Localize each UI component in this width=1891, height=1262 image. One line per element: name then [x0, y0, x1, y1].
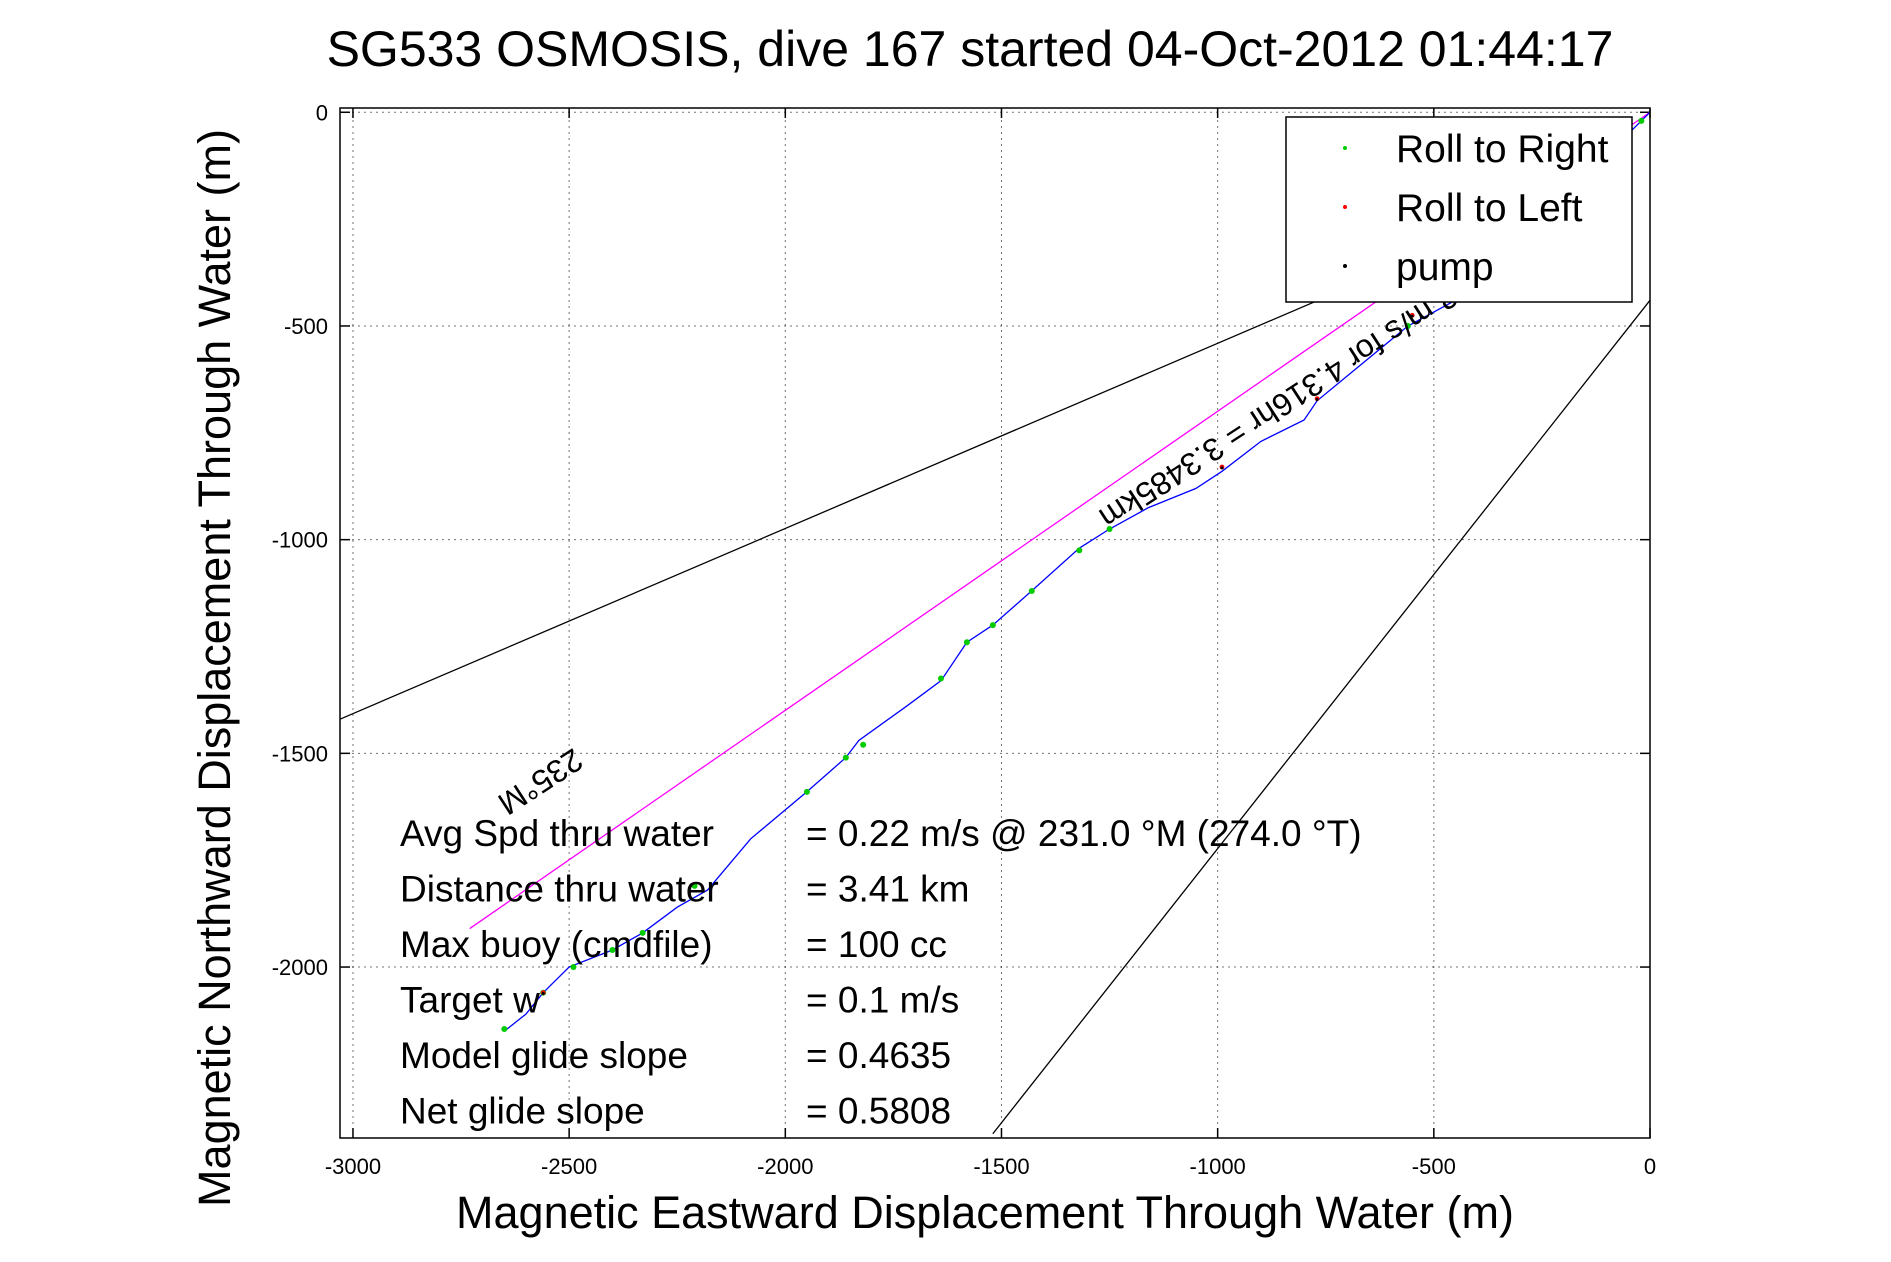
bound-lower [992, 299, 1651, 1135]
legend: Roll to Right Roll to Left pump [1285, 116, 1633, 303]
pump-point [1315, 397, 1319, 401]
stat-label: Avg Spd thru water [400, 813, 714, 854]
x-tick-label: -2500 [541, 1154, 597, 1179]
y-tick-label: -1500 [272, 741, 328, 766]
y-tick-label: -2000 [272, 955, 328, 980]
roll-right-point [1638, 117, 1645, 124]
roll-right-point [937, 675, 944, 682]
roll-right-point [570, 964, 577, 971]
legend-entries: Roll to Right Roll to Left pump [1343, 128, 1609, 289]
stat-value: = 0.5808 [806, 1091, 951, 1132]
roll-right-point [609, 946, 616, 953]
roll-right-point [1028, 587, 1035, 594]
bound-upper [339, 261, 1409, 720]
plot-border [339, 107, 1651, 1139]
roll-right-point [1106, 525, 1113, 532]
stat-value: = 0.4635 [806, 1035, 951, 1076]
roll-right-point [501, 1026, 508, 1033]
pump-point [1410, 314, 1414, 318]
roll-right-point [1404, 322, 1411, 329]
axis-ticks: -3000 -2500 -2000 -1500 -1000 -500 0 0 -500 -1000… [272, 100, 1656, 1179]
y-tick-label: -1000 [272, 528, 328, 553]
stat-label: Target w [400, 980, 540, 1021]
stat-label: Net glide slope [400, 1091, 645, 1132]
x-tick-label: -500 [1412, 1154, 1456, 1179]
x-tick-label: -3000 [325, 1154, 381, 1179]
x-tick-label: -1000 [1190, 1154, 1246, 1179]
legend-label: Roll to Left [1396, 187, 1583, 230]
roll-right-point [842, 754, 849, 761]
legend-label: pump [1396, 246, 1494, 289]
pump-point [1220, 466, 1224, 470]
roll-right-point [803, 788, 810, 795]
stats-block: Avg Spd thru water = 0.22 m/s @ 231.0 °M … [400, 813, 1362, 1132]
x-tick-label: 0 [1644, 1154, 1656, 1179]
legend-marker [1343, 264, 1347, 268]
glider-track-line [503, 111, 1651, 1032]
roll-right-point [639, 929, 646, 936]
stat-value: = 3.41 km [806, 869, 970, 910]
x-tick-label: -2000 [757, 1154, 813, 1179]
stat-label: Model glide slope [400, 1035, 688, 1076]
stat-value: = 0.22 m/s @ 231.0 °M (274.0 °T) [806, 813, 1362, 854]
y-axis-label: Magnetic Northward Displacement Through … [189, 129, 240, 1207]
y-tick-label: 0 [316, 100, 328, 125]
roll-right-point [963, 639, 970, 646]
legend-marker [1343, 205, 1347, 209]
legend-label: Roll to Right [1396, 128, 1609, 171]
stat-value: = 100 cc [806, 924, 947, 965]
stat-label: Max buoy (cmdfile) [400, 924, 713, 965]
x-axis-label: Magnetic Eastward Displacement Through W… [456, 1187, 1514, 1238]
roll-right-point [860, 741, 867, 748]
stat-label: Distance thru water [400, 869, 719, 910]
stat-value: = 0.1 m/s [806, 980, 959, 1021]
roll-right-point [1076, 547, 1083, 554]
legend-marker [1343, 146, 1347, 150]
chart-title: SG533 OSMOSIS, dive 167 started 04-Oct-2… [327, 21, 1614, 77]
y-tick-label: -500 [284, 314, 328, 339]
pump-point [541, 992, 545, 996]
x-tick-label: -1500 [973, 1154, 1029, 1179]
roll-right-point [691, 882, 698, 889]
roll-right-point [989, 622, 996, 629]
